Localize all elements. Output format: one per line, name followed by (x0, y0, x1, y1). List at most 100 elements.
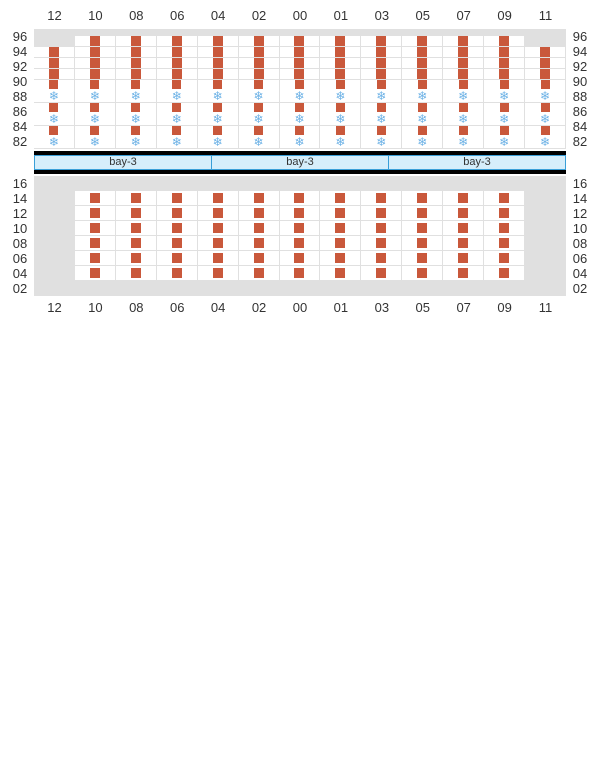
slot-cell[interactable] (525, 206, 566, 221)
slot-cell[interactable] (402, 251, 443, 266)
slot-cell[interactable] (361, 58, 402, 69)
slot-cell[interactable] (157, 266, 198, 281)
slot-cell[interactable]: ❄ (402, 80, 443, 103)
slot-cell[interactable] (198, 206, 239, 221)
slot-cell[interactable] (280, 47, 321, 58)
slot-cell[interactable] (443, 191, 484, 206)
slot-cell[interactable] (239, 69, 280, 80)
slot-cell[interactable] (157, 191, 198, 206)
slot-cell[interactable]: ❄ (116, 126, 157, 149)
slot-cell[interactable] (361, 251, 402, 266)
slot-cell[interactable]: ❄ (198, 103, 239, 126)
slot-cell[interactable] (198, 266, 239, 281)
bay-segment[interactable]: bay-3 (389, 155, 566, 170)
slot-cell[interactable]: ❄ (198, 80, 239, 103)
slot-cell[interactable] (239, 29, 280, 36)
slot-cell[interactable] (34, 281, 75, 296)
slot-cell[interactable] (34, 206, 75, 221)
slot-cell[interactable] (157, 29, 198, 36)
slot-cell[interactable] (116, 251, 157, 266)
slot-cell[interactable] (75, 221, 116, 236)
slot-cell[interactable] (402, 69, 443, 80)
slot-cell[interactable] (443, 251, 484, 266)
slot-cell[interactable] (157, 236, 198, 251)
slot-cell[interactable] (320, 191, 361, 206)
slot-cell[interactable] (116, 266, 157, 281)
slot-cell[interactable] (239, 281, 280, 296)
slot-cell[interactable] (198, 221, 239, 236)
slot-cell[interactable] (116, 221, 157, 236)
slot-cell[interactable]: ❄ (402, 126, 443, 149)
slot-cell[interactable] (239, 221, 280, 236)
slot-cell[interactable] (361, 29, 402, 36)
slot-cell[interactable] (75, 251, 116, 266)
slot-cell[interactable] (320, 69, 361, 80)
slot-cell[interactable] (484, 206, 525, 221)
slot-cell[interactable] (34, 36, 75, 47)
slot-cell[interactable]: ❄ (116, 80, 157, 103)
slot-cell[interactable] (116, 29, 157, 36)
slot-cell[interactable] (280, 36, 321, 47)
slot-cell[interactable] (157, 69, 198, 80)
slot-cell[interactable] (361, 69, 402, 80)
slot-cell[interactable] (443, 281, 484, 296)
slot-cell[interactable] (280, 281, 321, 296)
slot-cell[interactable] (75, 191, 116, 206)
slot-cell[interactable] (198, 36, 239, 47)
slot-cell[interactable] (361, 221, 402, 236)
slot-cell[interactable] (34, 47, 75, 58)
slot-cell[interactable] (320, 58, 361, 69)
slot-cell[interactable] (361, 206, 402, 221)
slot-cell[interactable] (320, 176, 361, 191)
slot-cell[interactable] (239, 206, 280, 221)
slot-cell[interactable] (198, 47, 239, 58)
slot-cell[interactable]: ❄ (116, 103, 157, 126)
slot-cell[interactable] (116, 47, 157, 58)
slot-cell[interactable] (484, 29, 525, 36)
slot-cell[interactable]: ❄ (484, 80, 525, 103)
slot-cell[interactable]: ❄ (34, 80, 75, 103)
slot-cell[interactable] (443, 176, 484, 191)
slot-cell[interactable]: ❄ (239, 103, 280, 126)
slot-cell[interactable] (280, 58, 321, 69)
slot-cell[interactable]: ❄ (157, 126, 198, 149)
slot-cell[interactable] (402, 36, 443, 47)
slot-cell[interactable] (157, 221, 198, 236)
slot-cell[interactable] (361, 176, 402, 191)
slot-cell[interactable] (402, 176, 443, 191)
slot-cell[interactable] (157, 206, 198, 221)
slot-cell[interactable] (525, 191, 566, 206)
slot-cell[interactable] (198, 191, 239, 206)
slot-cell[interactable] (75, 236, 116, 251)
slot-cell[interactable] (34, 29, 75, 36)
slot-cell[interactable] (198, 69, 239, 80)
slot-cell[interactable] (525, 176, 566, 191)
slot-cell[interactable] (484, 266, 525, 281)
slot-cell[interactable] (320, 266, 361, 281)
slot-cell[interactable] (75, 266, 116, 281)
slot-cell[interactable] (157, 176, 198, 191)
slot-cell[interactable] (484, 36, 525, 47)
slot-cell[interactable] (34, 266, 75, 281)
slot-cell[interactable]: ❄ (484, 126, 525, 149)
slot-cell[interactable] (75, 281, 116, 296)
slot-cell[interactable] (280, 191, 321, 206)
slot-cell[interactable]: ❄ (361, 80, 402, 103)
slot-cell[interactable] (525, 47, 566, 58)
slot-cell[interactable] (239, 47, 280, 58)
slot-cell[interactable] (157, 281, 198, 296)
slot-cell[interactable] (484, 221, 525, 236)
slot-cell[interactable] (320, 29, 361, 36)
slot-cell[interactable] (525, 36, 566, 47)
slot-cell[interactable] (361, 266, 402, 281)
slot-cell[interactable] (402, 221, 443, 236)
slot-cell[interactable] (116, 236, 157, 251)
slot-cell[interactable] (75, 36, 116, 47)
slot-cell[interactable] (198, 251, 239, 266)
slot-cell[interactable]: ❄ (239, 126, 280, 149)
slot-cell[interactable] (239, 236, 280, 251)
slot-cell[interactable]: ❄ (320, 126, 361, 149)
slot-cell[interactable] (484, 176, 525, 191)
slot-cell[interactable] (239, 266, 280, 281)
slot-cell[interactable] (361, 47, 402, 58)
